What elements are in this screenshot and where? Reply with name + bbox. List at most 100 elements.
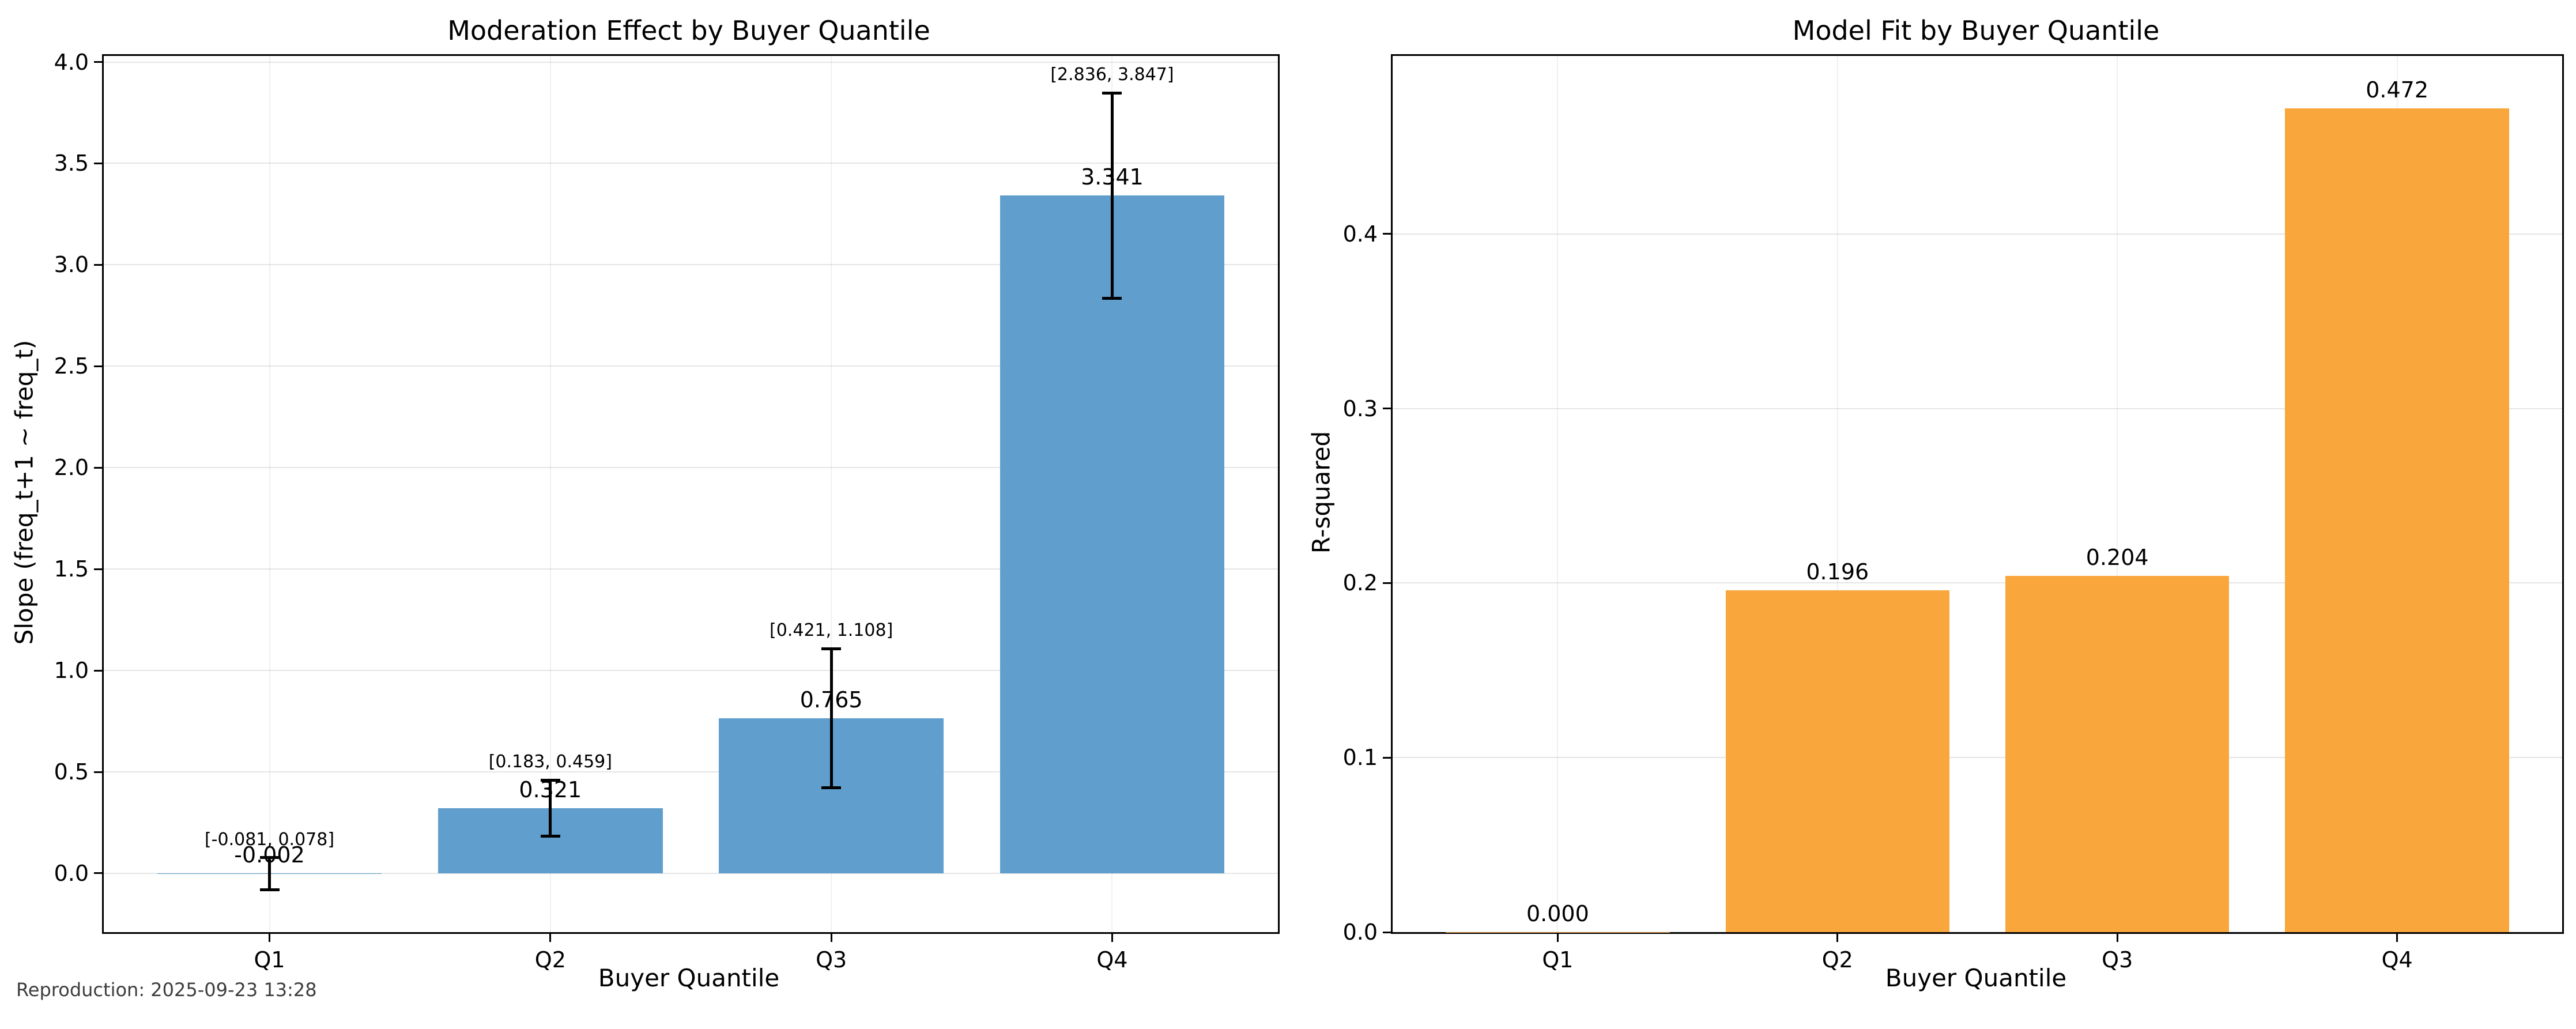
ci-label: [0.421, 1.108] [770,620,893,641]
y-tick-label: 3.0 [54,252,89,278]
error-bar-cap-bottom [540,835,560,838]
x-tick-mark [1836,934,1839,942]
y-tick-mark [1383,756,1391,759]
x-tick-mark [1111,934,1113,942]
y-tick-label: 0.3 [1342,395,1378,421]
y-tick-label: 0.2 [1342,570,1378,596]
reproduction-timestamp: Reproduction: 2025-09-23 13:28 [16,979,317,1001]
y-tick-label: 2.0 [54,455,89,481]
y-tick-label: 2.5 [54,353,89,379]
bar-value-label: -0.002 [234,842,305,868]
right-chart-title: Model Fit by Buyer Quantile [1792,15,2160,46]
error-bar-line [829,649,833,788]
y-tick-mark [94,263,102,266]
y-tick-mark [94,365,102,367]
bar-value-label: 0.472 [2366,77,2429,103]
x-tick-mark [1556,934,1559,942]
left-chart-title: Moderation Effect by Buyer Quantile [447,15,930,46]
y-tick-mark [94,466,102,469]
error-bar-line [549,780,552,836]
gridline-h [104,771,1278,773]
y-tick-label: 0.4 [1342,221,1378,247]
bar-value-label: 3.341 [1081,164,1144,190]
x-tick-mark [830,934,832,942]
bar-q3 [2005,576,2230,932]
y-tick-mark [94,669,102,672]
y-tick-label: 0.5 [54,759,89,785]
error-bar-cap-bottom [821,786,842,790]
y-tick-mark [1383,931,1391,933]
y-tick-mark [1383,582,1391,584]
x-tick-label: Q2 [1821,947,1853,973]
gridline-h [1393,408,2562,409]
gridline-h [104,365,1278,367]
x-tick-label: Q3 [816,947,847,973]
x-tick-label: Q2 [534,947,566,973]
gridline-h [104,61,1278,63]
x-tick-label: Q1 [254,947,285,973]
y-tick-mark [94,61,102,63]
bar-value-label: 0.765 [799,687,863,713]
gridline-h [104,264,1278,266]
gridline-v [2117,56,2118,932]
bar-value-label: 0.196 [1806,559,1869,585]
gridline-v [549,56,551,932]
x-tick-mark [549,934,552,942]
right-x-axis-label: Buyer Quantile [1885,964,2067,992]
left-plot-area: 0.0 0.5 1.0 1.5 2.0 2.5 3.0 3.5 4.0 Q1 Q2 Q3 Q4 -0.00… [54,50,1280,973]
gridline-h [1393,757,2562,759]
y-tick-label: 0.0 [54,860,89,886]
gridline-h [104,670,1278,672]
gridline-v [1557,56,1559,932]
error-bar-cap-top [540,778,560,782]
error-bar-cap-top [821,647,842,650]
y-tick-mark [94,872,102,875]
ci-label: [0.183, 0.459] [488,752,612,772]
y-tick-mark [94,771,102,773]
bar-value-label: 0.000 [1526,901,1589,926]
bar-value-label: 0.321 [519,777,582,803]
ci-label: [-0.081, 0.078] [204,829,335,850]
y-tick-mark [1383,233,1391,235]
y-tick-mark [94,162,102,164]
right-y-axis-label: R-squared [1307,431,1336,554]
gridline-h [1393,233,2562,235]
x-tick-label: Q4 [1096,947,1128,973]
gridline-h [104,568,1278,570]
x-tick-label: Q1 [1542,947,1574,973]
error-bar-cap-top [1102,91,1122,95]
gridline-h [1393,582,2562,584]
gridline-h [1393,932,2562,933]
gridline-v [269,56,270,932]
x-tick-mark [269,934,271,942]
bar-q4 [1000,195,1225,873]
y-tick-mark [94,568,102,570]
gridline-v [831,56,832,932]
gridline-h [104,163,1278,164]
ci-label: [2.836, 3.847] [1050,65,1174,85]
left-x-axis-label: Buyer Quantile [598,964,780,992]
y-tick-label: 0.1 [1342,745,1378,771]
y-tick-label: 0.0 [1342,919,1378,945]
y-tick-mark [1383,408,1391,410]
gridline-v [1836,56,1838,932]
x-tick-mark [2396,934,2398,942]
bar-q4 [2285,108,2509,932]
error-bar-cap-bottom [1102,296,1122,300]
x-tick-label: Q3 [2102,947,2133,973]
x-tick-label: Q4 [2381,947,2413,973]
error-bar-line [268,857,271,890]
y-tick-label: 1.5 [54,556,89,582]
right-plot-area: 0.0 0.1 0.2 0.3 0.4 Q1 Q2 Q3 Q4 0.000 0.196 0.204 0.… [1343,54,2564,973]
y-tick-label: 1.0 [54,658,89,684]
gridline-h [104,467,1278,469]
bar-q2 [1725,590,1949,932]
bar-q1 [1446,932,1670,933]
error-bar-cap-bottom [259,888,280,891]
bar-value-label: 0.204 [2085,545,2149,571]
y-tick-label: 4.0 [54,49,89,75]
error-bar-cap-top [259,856,280,860]
x-tick-mark [2116,934,2118,942]
y-tick-label: 3.5 [54,150,89,176]
